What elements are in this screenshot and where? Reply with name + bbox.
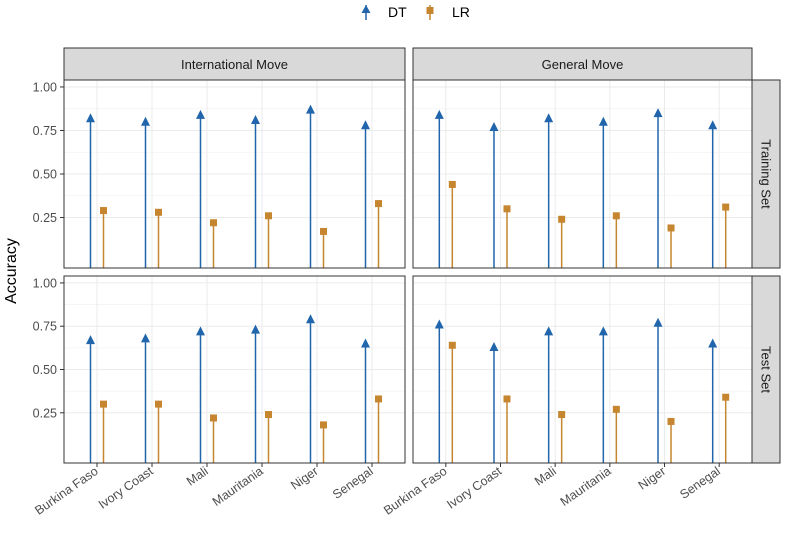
lr-point [100,400,107,408]
lr-point [667,224,675,232]
panel-border [412,275,753,464]
dt-point [196,109,205,119]
x-tick-label: Senegal [330,464,376,502]
y-tick-label: 1.00 [33,80,57,94]
panel [63,79,406,269]
facet-strip-label: Test Set [759,346,774,393]
dt-point [653,317,663,327]
facet-strip-general [412,47,753,81]
lr-point [448,180,456,188]
x-tick-label: Burkina Faso [32,464,100,518]
y-tick-label: 0.50 [33,363,57,377]
lr-point [265,411,272,419]
y-tick-label: 1.00 [33,276,57,290]
facet-strip-label: International Move [181,57,288,72]
y-tick-label: 0.25 [33,211,57,225]
legend-key-dt-triangle [361,5,371,13]
lr-point [155,400,162,408]
lr-point [320,421,327,429]
dt-point [306,104,315,114]
dt-point [196,326,205,336]
panel-border [412,79,753,269]
x-tick-label: Mali [532,464,559,489]
dt-point [434,319,444,329]
panel [412,79,753,269]
lr-point [155,208,162,216]
lr-point [210,219,217,227]
lr-point [100,207,107,215]
dt-point [544,113,554,123]
lr-point [448,341,456,349]
lr-point [722,393,730,401]
dt-point [361,120,370,130]
x-tick-label: Ivory Coast [96,464,156,512]
dt-point [489,122,499,131]
dt-point [141,333,150,343]
legend-label-dt: DT [388,4,407,20]
legend-key-lr-square [426,7,434,14]
x-tick-label: Mauritania [558,464,614,509]
dt-point [86,335,95,345]
lr-point [503,395,511,403]
lr-point [667,417,675,425]
facet-strip-label: Training Set [759,139,774,209]
lr-point [558,411,566,419]
facet-strip-international [63,47,406,81]
dt-point [653,108,663,118]
y-tick-label: 0.25 [33,406,57,420]
lr-point [375,200,382,208]
dt-point [306,314,315,324]
dt-point [361,338,370,348]
lr-point [722,203,730,211]
dt-point [489,341,499,351]
dt-point [141,116,150,126]
x-tick-label: Mauritania [210,464,266,509]
legend-label-lr: LR [452,4,470,20]
x-tick-label: Niger [636,464,669,493]
dt-point [598,326,608,336]
dt-point [708,338,718,348]
dt-point [251,324,260,334]
y-tick-label: 0.75 [33,320,57,334]
lr-point [612,405,620,413]
x-tick-label: Niger [288,464,321,493]
dt-point [544,326,554,336]
y-axis-title: Accuracy [3,238,20,304]
dt-point [251,115,260,125]
dt-point [86,113,95,123]
panel [412,275,753,464]
dt-point [598,116,608,126]
lr-point [265,212,272,220]
x-tick-label: Mali [184,464,211,489]
lr-point [375,395,382,403]
panel [63,275,406,464]
x-tick-label: Burkina Faso [381,464,449,518]
dt-point [708,120,718,130]
facet-strip-label: General Move [542,57,624,72]
lr-point [320,227,327,235]
lr-point [612,212,620,220]
lr-point [210,414,217,422]
dt-point [434,109,444,119]
x-tick-label: Senegal [677,464,723,502]
x-tick-label: Ivory Coast [444,464,504,512]
lr-point [503,205,511,213]
y-tick-label: 0.75 [33,124,57,138]
y-tick-label: 0.50 [33,168,57,182]
lr-point [558,215,566,223]
legend: DT LR [361,4,470,20]
